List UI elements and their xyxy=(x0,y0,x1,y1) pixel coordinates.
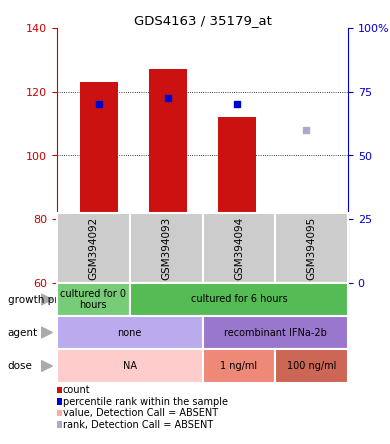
Text: cultured for 0
hours: cultured for 0 hours xyxy=(60,289,126,310)
Polygon shape xyxy=(41,294,52,305)
Text: GSM394095: GSM394095 xyxy=(307,216,317,280)
Bar xyxy=(218,117,256,283)
Text: none: none xyxy=(117,328,142,337)
Text: value, Detection Call = ABSENT: value, Detection Call = ABSENT xyxy=(63,408,218,418)
Text: GSM394094: GSM394094 xyxy=(234,216,244,280)
Bar xyxy=(80,82,118,283)
Polygon shape xyxy=(41,327,52,338)
Text: growth protocol: growth protocol xyxy=(8,294,90,305)
Text: GSM394092: GSM394092 xyxy=(89,216,98,280)
Polygon shape xyxy=(41,361,52,372)
Text: recombinant IFNa-2b: recombinant IFNa-2b xyxy=(224,328,327,337)
Text: cultured for 6 hours: cultured for 6 hours xyxy=(191,294,287,305)
Bar xyxy=(149,69,187,283)
Text: rank, Detection Call = ABSENT: rank, Detection Call = ABSENT xyxy=(63,420,213,430)
Text: count: count xyxy=(63,385,90,395)
Text: agent: agent xyxy=(8,328,38,337)
Text: 1 ng/ml: 1 ng/ml xyxy=(220,361,257,371)
Text: GSM394093: GSM394093 xyxy=(161,216,171,280)
Text: dose: dose xyxy=(8,361,33,371)
Text: percentile rank within the sample: percentile rank within the sample xyxy=(63,396,228,407)
Text: 100 ng/ml: 100 ng/ml xyxy=(287,361,336,371)
Text: NA: NA xyxy=(123,361,137,371)
Title: GDS4163 / 35179_at: GDS4163 / 35179_at xyxy=(133,14,271,27)
